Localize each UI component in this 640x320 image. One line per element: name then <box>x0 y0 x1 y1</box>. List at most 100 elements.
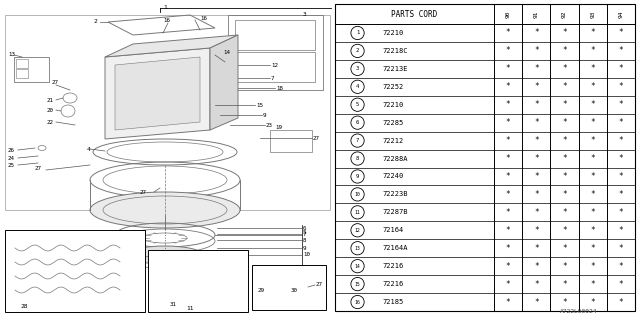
Text: 6: 6 <box>303 226 307 230</box>
Polygon shape <box>105 48 210 139</box>
Text: 72216: 72216 <box>383 263 404 269</box>
Text: *: * <box>534 226 539 235</box>
Ellipse shape <box>127 246 203 264</box>
Text: *: * <box>534 190 539 199</box>
Text: *: * <box>534 46 539 55</box>
Bar <box>252 265 326 310</box>
Text: *: * <box>506 118 511 127</box>
Circle shape <box>351 44 364 58</box>
Text: *: * <box>590 28 595 37</box>
Text: *: * <box>619 226 623 235</box>
Text: 18: 18 <box>276 85 283 91</box>
Text: *: * <box>506 226 511 235</box>
Text: *: * <box>619 208 623 217</box>
Text: 72164A: 72164A <box>383 245 408 251</box>
Bar <box>335 4 635 311</box>
Circle shape <box>351 295 364 309</box>
Bar <box>16 59 28 68</box>
Text: *: * <box>562 100 567 109</box>
Text: *: * <box>534 100 539 109</box>
Text: 94: 94 <box>618 10 623 18</box>
Text: *: * <box>506 172 511 181</box>
Text: 16: 16 <box>163 18 170 22</box>
Ellipse shape <box>178 276 218 288</box>
Text: 7: 7 <box>303 231 307 236</box>
Bar <box>5 230 145 312</box>
Text: *: * <box>506 208 511 217</box>
Text: *: * <box>590 46 595 55</box>
Text: 29: 29 <box>258 287 265 292</box>
Polygon shape <box>115 57 200 130</box>
Text: 14: 14 <box>223 50 230 54</box>
Text: 72210: 72210 <box>383 102 404 108</box>
Text: *: * <box>619 82 623 91</box>
Text: *: * <box>506 100 511 109</box>
Text: *: * <box>562 280 567 289</box>
Text: 31: 31 <box>170 302 177 308</box>
Text: *: * <box>590 118 595 127</box>
Text: 72287B: 72287B <box>383 209 408 215</box>
Text: *: * <box>562 226 567 235</box>
Text: 23: 23 <box>266 123 273 127</box>
Text: *: * <box>562 46 567 55</box>
Text: 19: 19 <box>275 124 282 130</box>
Text: *: * <box>562 118 567 127</box>
Text: *: * <box>562 190 567 199</box>
Text: 27: 27 <box>313 135 320 140</box>
Text: 72210: 72210 <box>383 30 404 36</box>
Circle shape <box>351 116 364 129</box>
Text: 72240: 72240 <box>383 173 404 180</box>
Text: 22: 22 <box>47 119 54 124</box>
Text: *: * <box>562 244 567 253</box>
Text: *: * <box>590 244 595 253</box>
Text: *: * <box>619 190 623 199</box>
Text: 27: 27 <box>140 189 147 195</box>
Text: *: * <box>506 46 511 55</box>
Text: 1: 1 <box>163 4 167 10</box>
Text: 15: 15 <box>355 282 360 287</box>
Text: *: * <box>506 262 511 271</box>
Text: *: * <box>619 136 623 145</box>
Text: 13: 13 <box>355 246 360 251</box>
Text: 9: 9 <box>356 174 359 179</box>
Text: 8: 8 <box>303 237 307 243</box>
Text: 4: 4 <box>356 84 359 89</box>
Text: *: * <box>534 172 539 181</box>
Text: *: * <box>619 100 623 109</box>
Circle shape <box>351 152 364 165</box>
Text: 8: 8 <box>356 156 359 161</box>
Text: 72285: 72285 <box>383 120 404 126</box>
Text: *: * <box>619 46 623 55</box>
Circle shape <box>351 98 364 111</box>
Text: 9: 9 <box>263 113 266 117</box>
Text: *: * <box>506 190 511 199</box>
Circle shape <box>351 260 364 273</box>
Circle shape <box>351 277 364 291</box>
Text: 3: 3 <box>303 12 307 17</box>
Text: *: * <box>590 208 595 217</box>
Text: 72212: 72212 <box>383 138 404 144</box>
Text: *: * <box>506 82 511 91</box>
Text: *: * <box>590 298 595 307</box>
Text: 10: 10 <box>303 252 310 258</box>
Text: 9: 9 <box>303 245 307 251</box>
Text: 72213E: 72213E <box>383 66 408 72</box>
Text: 14: 14 <box>355 264 360 269</box>
Text: *: * <box>562 64 567 73</box>
Bar <box>228 15 323 90</box>
Text: *: * <box>534 118 539 127</box>
Text: *: * <box>590 172 595 181</box>
Text: *: * <box>590 100 595 109</box>
Text: *: * <box>590 190 595 199</box>
Text: 30: 30 <box>291 287 298 292</box>
Text: 12: 12 <box>355 228 360 233</box>
Text: *: * <box>562 82 567 91</box>
Text: 16: 16 <box>200 15 207 20</box>
Text: *: * <box>534 262 539 271</box>
Circle shape <box>351 62 364 76</box>
Circle shape <box>351 134 364 147</box>
Text: 93: 93 <box>590 10 595 18</box>
Text: *: * <box>590 280 595 289</box>
Ellipse shape <box>90 192 240 228</box>
Text: *: * <box>619 64 623 73</box>
